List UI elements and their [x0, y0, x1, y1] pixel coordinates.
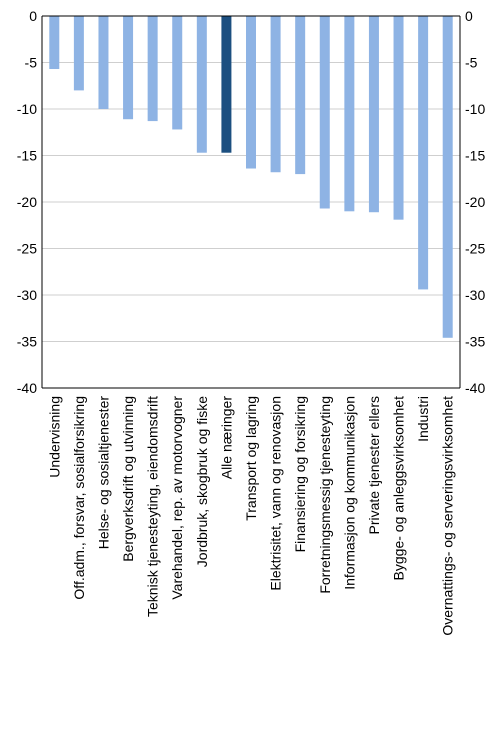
category-label: Varehandel, rep. av motorvogner — [169, 396, 185, 600]
category-labels: Undervisning Off.adm., forsvar, sosialfor… — [46, 396, 455, 636]
y-tick-label-left: -10 — [17, 101, 37, 117]
bars — [49, 16, 453, 338]
y-tick-label-right: -40 — [465, 380, 485, 396]
category-label: Bergverksdrift og utvinning — [120, 396, 136, 562]
category-label: Bygge- og anleggsvirksomhet — [391, 396, 407, 581]
y-tick-labels-left: 0 -5 -10 -15 -20 -25 -30 -35 -40 — [17, 8, 37, 396]
category-label: Informasjon og kommunikasjon — [341, 396, 357, 590]
bar — [393, 16, 404, 220]
y-tick-label-left: -15 — [17, 148, 37, 164]
category-label: Elektrisitet, vann og renovasjon — [268, 396, 284, 591]
category-label: Teknisk tjenesteyting, eiendomsdrift — [145, 396, 161, 617]
category-label: Private tjenester ellers — [366, 396, 382, 535]
category-label: Forretningsmessig tjenesteyting — [317, 396, 333, 594]
category-label: Undervisning — [46, 396, 62, 478]
axes — [41, 15, 461, 389]
bar — [442, 16, 453, 338]
y-tick-label-right: -15 — [465, 148, 485, 164]
bar — [295, 16, 306, 175]
y-tick-label-right: 0 — [465, 8, 473, 24]
bar — [98, 16, 109, 109]
bar — [221, 16, 232, 153]
y-tick-label-right: -5 — [465, 55, 478, 71]
bar — [123, 16, 134, 120]
y-tick-label-left: -30 — [17, 287, 37, 303]
bar — [418, 16, 429, 290]
y-tick-label-right: -35 — [465, 334, 485, 350]
bar — [73, 16, 84, 91]
y-tick-label-left: -5 — [25, 55, 38, 71]
y-tick-label-left: -20 — [17, 194, 37, 210]
y-tick-label-left: -40 — [17, 380, 37, 396]
y-tick-labels-right: 0 -5 -10 -15 -20 -25 -30 -35 -40 — [465, 8, 485, 396]
category-label: Industri — [415, 396, 431, 442]
y-tick-label-right: -10 — [465, 101, 485, 117]
y-tick-label-right: -30 — [465, 287, 485, 303]
y-tick-label-left: -25 — [17, 241, 37, 257]
y-tick-label-right: -25 — [465, 241, 485, 257]
bar — [368, 16, 379, 213]
bar — [246, 16, 256, 169]
category-label: Transport og lagring — [243, 396, 259, 521]
y-tick-label-left: 0 — [29, 8, 37, 24]
category-label: Finansiering og forsikring — [292, 396, 308, 552]
category-label: Overnattings- og serveringsvirksomhet — [440, 396, 456, 636]
category-label: Alle næringer — [218, 396, 234, 480]
category-label: Off.adm., forsvar, sosialforsikring — [71, 396, 87, 600]
bar — [270, 16, 281, 173]
y-tick-label-left: -35 — [17, 334, 37, 350]
category-label: Jordbruk, skogbruk og fiske — [194, 396, 210, 567]
bar — [344, 16, 355, 212]
bar — [49, 16, 60, 70]
bar — [196, 16, 207, 153]
bar — [172, 16, 183, 130]
y-tick-label-right: -20 — [465, 194, 485, 210]
category-label: Helse- og sosialtjenester — [95, 396, 111, 550]
bar — [319, 16, 330, 209]
bar — [147, 16, 158, 122]
